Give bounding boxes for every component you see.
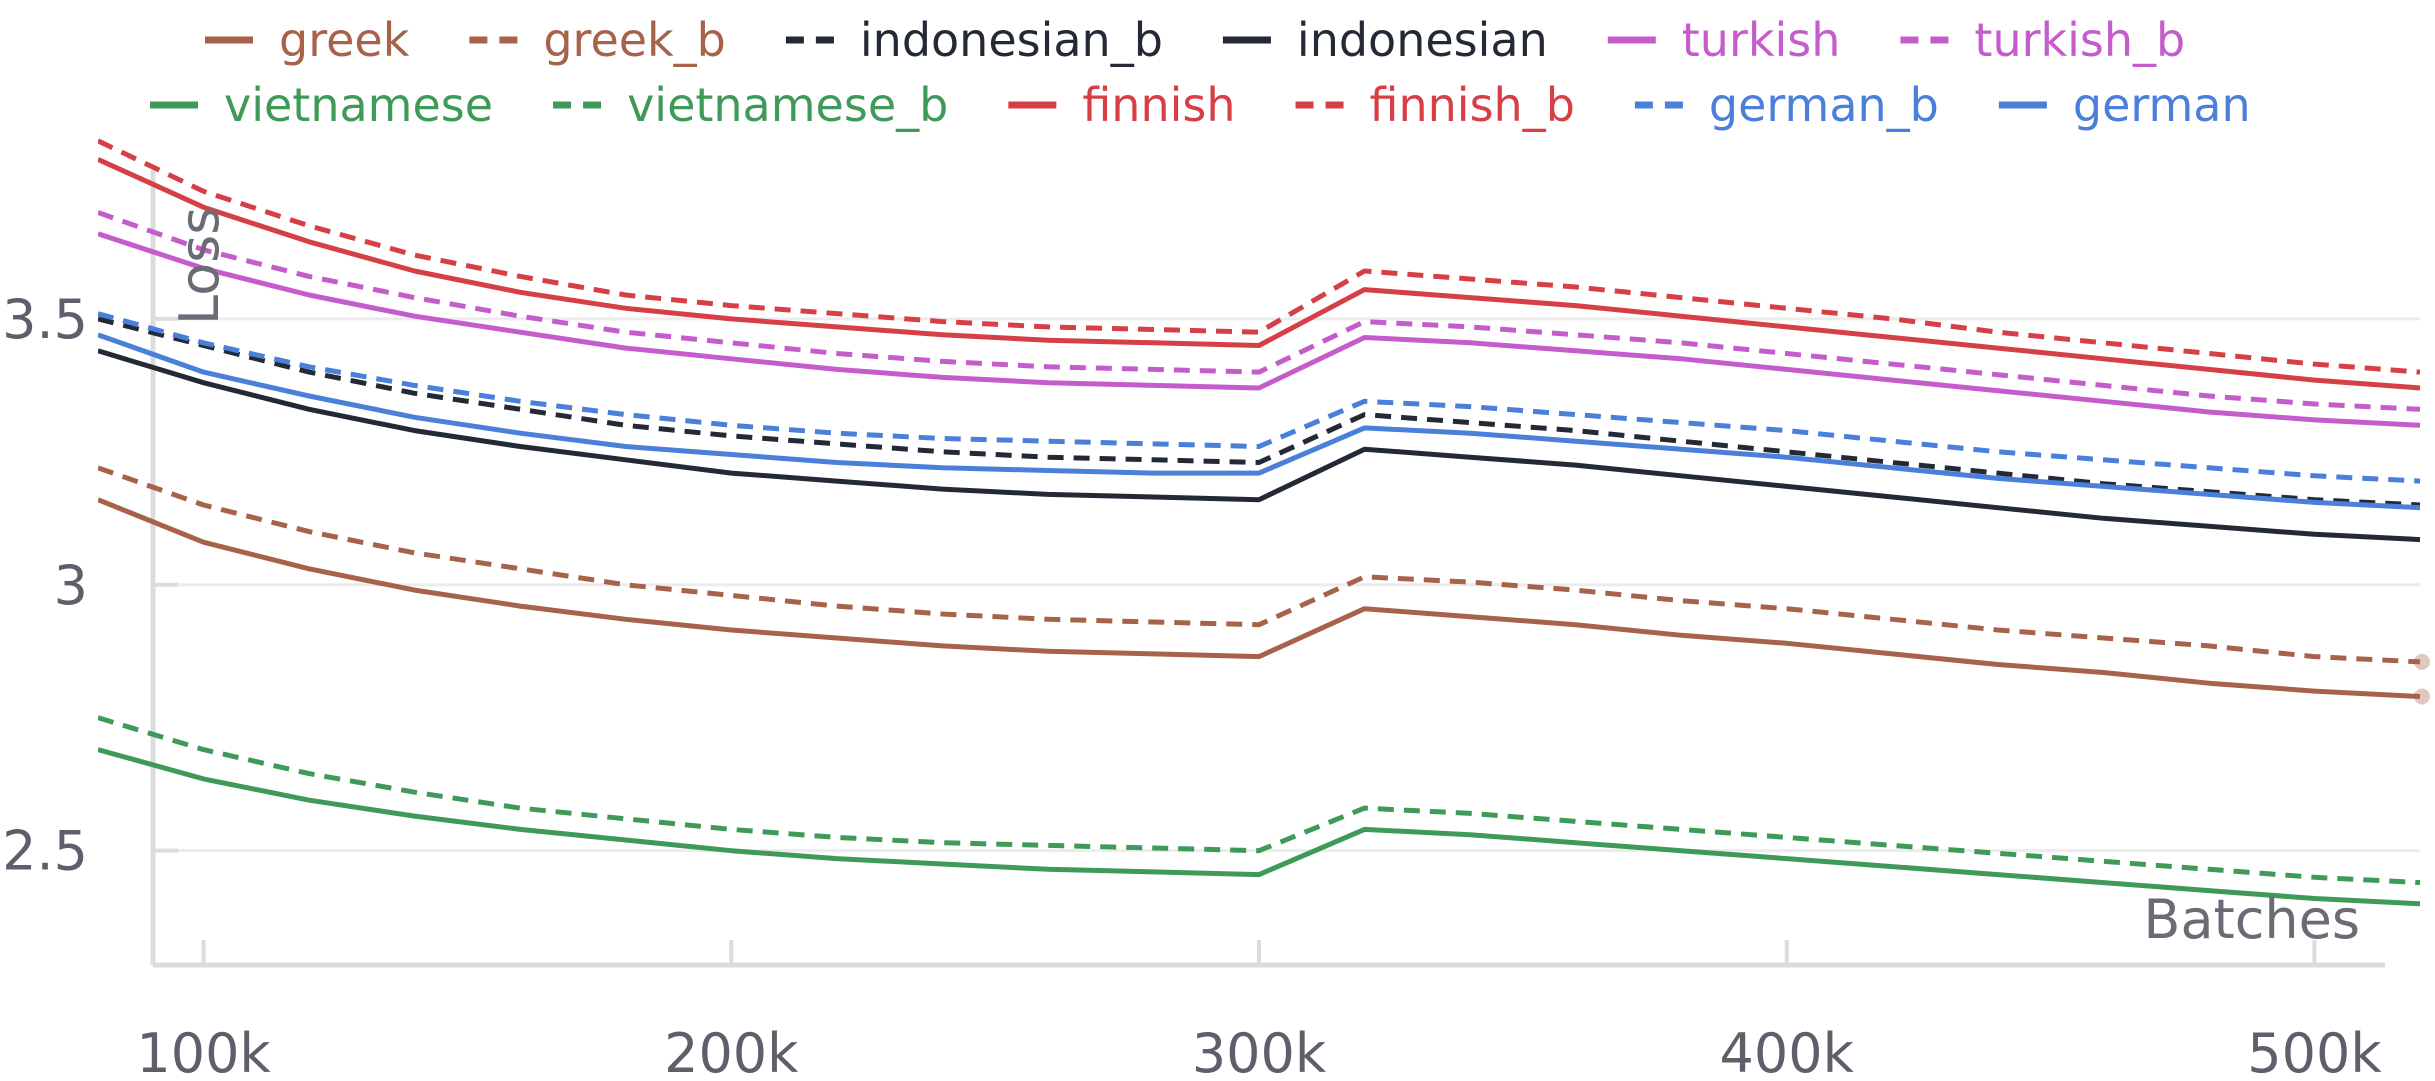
legend-label: german_b bbox=[1709, 78, 1939, 132]
y-tick-label: 3.5 bbox=[2, 288, 88, 351]
x-tick-label: 100k bbox=[136, 1022, 271, 1081]
series-line-greek-b bbox=[98, 465, 2421, 665]
y-tick-label: 3 bbox=[54, 554, 88, 617]
x-tick-label: 200k bbox=[664, 1022, 799, 1081]
axes bbox=[150, 170, 2385, 968]
gridlines bbox=[153, 316, 2420, 965]
legend-label: finnish bbox=[1082, 78, 1235, 132]
legend-label: indonesian bbox=[1297, 13, 1548, 67]
legend-label: vietnamese bbox=[224, 78, 493, 132]
x-tick-label: 400k bbox=[1720, 1022, 1855, 1081]
legend-label: turkish bbox=[1682, 13, 1841, 67]
legend-item-turkish-b: turkish_b bbox=[1900, 13, 2185, 67]
series-line-indonesian-b bbox=[98, 316, 2421, 508]
legend-label: german bbox=[2073, 78, 2251, 132]
y-tick-label: 2.5 bbox=[2, 820, 88, 883]
x-axis-title: Batches bbox=[2143, 888, 2360, 951]
legend-label: vietnamese_b bbox=[627, 78, 948, 132]
series-line-greek bbox=[98, 497, 2421, 699]
legend-item-indonesian: indonesian bbox=[1222, 13, 1548, 67]
legend-label: turkish_b bbox=[1974, 13, 2185, 67]
legend-item-finnish-b: finnish_b bbox=[1295, 78, 1575, 132]
legend-label: greek_b bbox=[543, 13, 726, 67]
legend-item-vietnamese-b: vietnamese_b bbox=[553, 78, 948, 132]
axis-labels: Loss Batches 2.5 3 3.5 100k 200k 300k 400k 500k bbox=[2, 207, 2382, 1081]
legend: greek greek_b indonesian_b indonesian turkis… bbox=[150, 13, 2251, 132]
series-line-turkish bbox=[98, 231, 2421, 428]
legend-item-german: german bbox=[1998, 78, 2251, 132]
x-tick-label: 500k bbox=[2247, 1022, 2382, 1081]
series bbox=[98, 138, 2430, 907]
series-line-indonesian bbox=[98, 348, 2421, 543]
series-group bbox=[98, 138, 2421, 907]
legend-item-indonesian-b: indonesian_b bbox=[785, 13, 1163, 67]
series-line-german-b bbox=[98, 311, 2421, 484]
legend-label: finnish_b bbox=[1370, 78, 1575, 132]
legend-item-vietnamese: vietnamese bbox=[150, 78, 493, 132]
series-line-vietnamese bbox=[98, 747, 2421, 907]
endpoint-marker-greek-b bbox=[2414, 653, 2430, 670]
legend-item-greek-b: greek_b bbox=[469, 13, 726, 67]
legend-item-turkish: turkish bbox=[1607, 13, 1841, 67]
series-line-german bbox=[98, 332, 2421, 511]
y-axis-title: Loss bbox=[168, 207, 231, 325]
series-line-finnish bbox=[98, 157, 2421, 391]
legend-item-german-b: german_b bbox=[1634, 78, 1939, 132]
series-line-vietnamese-b bbox=[98, 715, 2421, 886]
series-line-turkish-b bbox=[98, 210, 2421, 412]
legend-item-finnish: finnish bbox=[1008, 78, 1236, 132]
legend-label: indonesian_b bbox=[860, 13, 1163, 67]
legend-item-greek: greek bbox=[205, 13, 410, 67]
legend-label: greek bbox=[279, 13, 410, 67]
x-tick-label: 300k bbox=[1192, 1022, 1327, 1081]
endpoint-marker-greek bbox=[2414, 688, 2430, 705]
series-line-finnish-b bbox=[98, 138, 2421, 375]
